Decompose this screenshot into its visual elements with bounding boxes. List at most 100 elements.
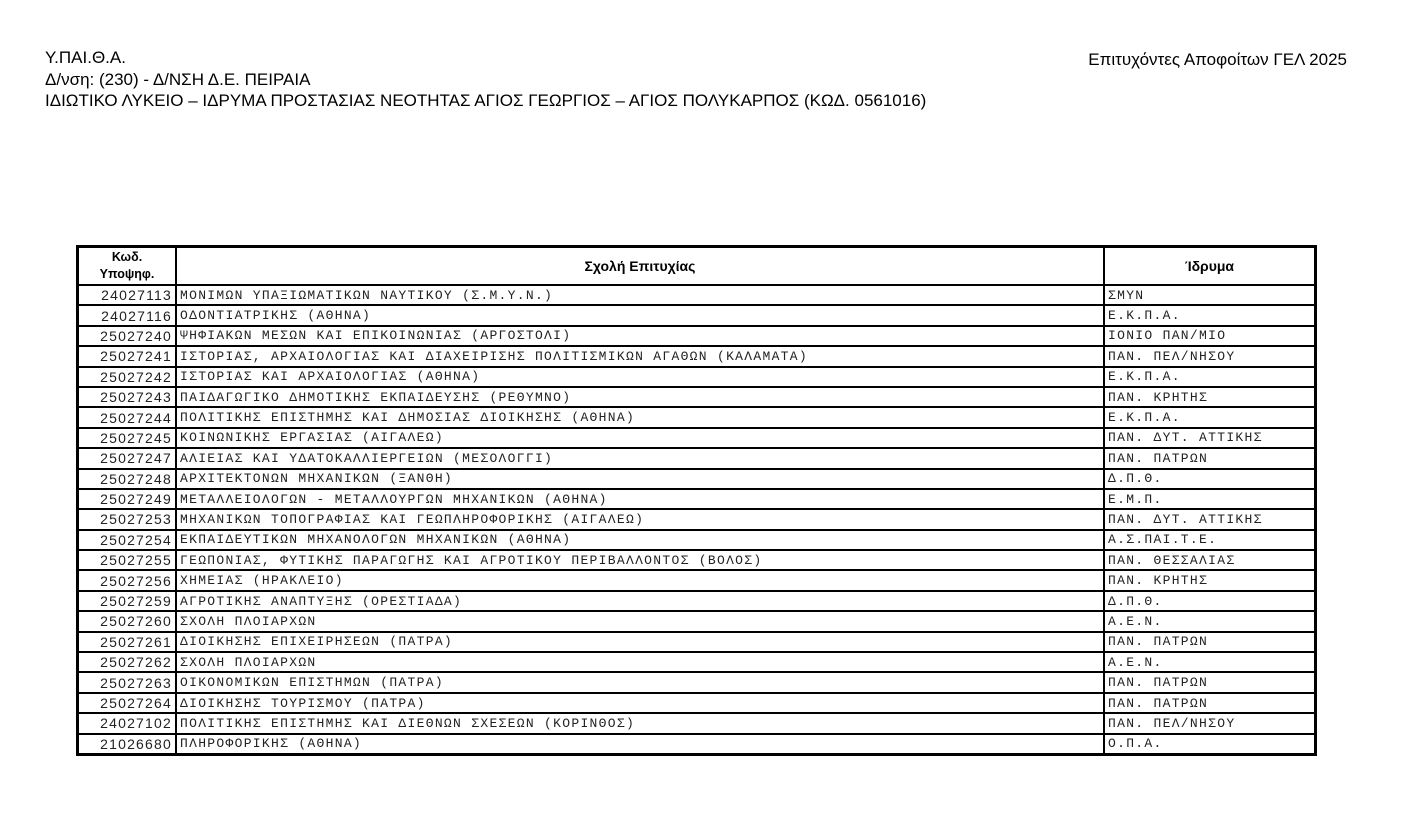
table-row: 25027248 ΑΡΧΙΤΕΚΤΟΝΩΝ ΜΗΧΑΝΙΚΩΝ (ΞΑΝΘΗ) Δ.… xyxy=(78,468,1315,489)
column-header-school: Σχολή Επιτυχίας xyxy=(176,247,1104,285)
cell-school: ΧΗΜΕΙΑΣ (ΗΡΑΚΛΕΙΟ) xyxy=(176,570,1104,591)
cell-school: ΙΣΤΟΡΙΑΣ, ΑΡΧΑΙΟΛΟΓΙΑΣ ΚΑΙ ΔΙΑΧΕΙΡΙΣΗΣ Π… xyxy=(176,346,1104,367)
cell-school: ΣΧΟΛΗ ΠΛΟΙΑΡΧΩΝ xyxy=(176,652,1104,673)
cell-code: 25027254 xyxy=(78,529,176,551)
school-name: ΙΔΙΩΤΙΚΟ ΛΥΚΕΙΟ – ΙΔΡΥΜΑ ΠΡΟΣΤΑΣΙΑΣ ΝΕΟΤ… xyxy=(45,91,927,110)
cell-school: ΑΛΙΕΙΑΣ ΚΑΙ ΥΔΑΤΟΚΑΛΛΙΕΡΓΕΙΩΝ (ΜΕΣΟΛΟΓΓΙ… xyxy=(176,448,1104,469)
cell-school: ΑΓΡΟΤΙΚΗΣ ΑΝΑΠΤΥΞΗΣ (ΟΡΕΣΤΙΑΔΑ) xyxy=(176,590,1104,612)
cell-school: ΠΟΛΙΤΙΚΗΣ ΕΠΙΣΤΗΜΗΣ ΚΑΙ ΔΙΕΘΝΩΝ ΣΧΕΣΕΩΝ … xyxy=(176,713,1104,734)
cell-school: ΙΣΤΟΡΙΑΣ ΚΑΙ ΑΡΧΑΙΟΛΟΓΙΑΣ (ΑΘΗΝΑ) xyxy=(176,366,1104,387)
cell-school: ΚΟΙΝΩΝΙΚΗΣ ΕΡΓΑΣΙΑΣ (ΑΙΓΑΛΕΩ) xyxy=(176,427,1104,449)
table-row: 21026680 ΠΛΗΡΟΦΟΡΙΚΗΣ (ΑΘΗΝΑ) Ο.Π.Α. xyxy=(78,733,1315,754)
cell-institution: Ο.Π.Α. xyxy=(1104,733,1315,754)
cell-institution: ΠΑΝ. ΠΑΤΡΩΝ xyxy=(1104,692,1315,714)
table-row: 25027249 ΜΕΤΑΛΛΕΙΟΛΟΓΩΝ - ΜΕΤΑΛΛΟΥΡΓΩΝ ΜΗ… xyxy=(78,488,1315,510)
cell-school: ΔΙΟΙΚΗΣΗΣ ΤΟΥΡΙΣΜΟΥ (ΠΑΤΡΑ) xyxy=(176,692,1104,714)
cell-code: 25027248 xyxy=(78,468,176,489)
cell-institution: Ε.Μ.Π. xyxy=(1104,488,1315,510)
table-row: 25027247 ΑΛΙΕΙΑΣ ΚΑΙ ΥΔΑΤΟΚΑΛΛΙΕΡΓΕΙΩΝ (Μ… xyxy=(78,448,1315,469)
table-row: 25027259 ΑΓΡΟΤΙΚΗΣ ΑΝΑΠΤΥΞΗΣ (ΟΡΕΣΤΙΑΔΑ) Δ… xyxy=(78,590,1315,612)
cell-school: ΟΙΚΟΝΟΜΙΚΩΝ ΕΠΙΣΤΗΜΩΝ (ΠΑΤΡΑ) xyxy=(176,672,1104,693)
table-row: 24027113 ΜΟΝΙΜΩΝ ΥΠΑΞΙΩΜΑΤΙΚΩΝ ΝΑΥΤΙΚΟΥ (… xyxy=(78,285,1315,306)
cell-code: 25027259 xyxy=(78,590,176,612)
cell-code: 25027255 xyxy=(78,550,176,571)
cell-institution: ΠΑΝ. ΠΑΤΡΩΝ xyxy=(1104,631,1315,653)
cell-code: 25027260 xyxy=(78,611,176,632)
cell-code: 25027247 xyxy=(78,448,176,469)
cell-code: 24027102 xyxy=(78,713,176,734)
cell-code: 25027240 xyxy=(78,325,176,347)
cell-institution: ΠΑΝ. ΚΡΗΤΗΣ xyxy=(1104,570,1315,591)
column-header-code-line2: Υποψηφ. xyxy=(99,267,155,281)
cell-school: ΟΔΟΝΤΙΑΤΡΙΚΗΣ (ΑΘΗΝΑ) xyxy=(176,305,1104,326)
column-header-code-line1: Κωδ. xyxy=(111,250,143,264)
column-header-code: Κωδ. Υποψηφ. xyxy=(78,247,176,285)
cell-institution: ΠΑΝ. ΠΕΛ/ΝΗΣΟΥ xyxy=(1104,346,1315,367)
document-header: Υ.ΠΑΙ.Θ.Α. Δ/νση: (230) - Δ/ΝΣΗ Δ.Ε. ΠΕΙ… xyxy=(45,47,926,112)
table-row: 25027242 ΙΣΤΟΡΙΑΣ ΚΑΙ ΑΡΧΑΙΟΛΟΓΙΑΣ (ΑΘΗΝΑ… xyxy=(78,366,1315,387)
table-body: 24027113 ΜΟΝΙΜΩΝ ΥΠΑΞΙΩΜΑΤΙΚΩΝ ΝΑΥΤΙΚΟΥ (… xyxy=(78,285,1315,754)
table-row: 25027264 ΔΙΟΙΚΗΣΗΣ ΤΟΥΡΙΣΜΟΥ (ΠΑΤΡΑ) ΠΑΝ. … xyxy=(78,692,1315,714)
cell-school: ΜΕΤΑΛΛΕΙΟΛΟΓΩΝ - ΜΕΤΑΛΛΟΥΡΓΩΝ ΜΗΧΑΝΙΚΩΝ … xyxy=(176,488,1104,510)
table-row: 24027116 ΟΔΟΝΤΙΑΤΡΙΚΗΣ (ΑΘΗΝΑ) Ε.Κ.Π.Α. xyxy=(78,305,1315,326)
table-row: 25027240 ΨΗΦΙΑΚΩΝ ΜΕΣΩΝ ΚΑΙ ΕΠΙΚΟΙΝΩΝΙΑΣ … xyxy=(78,325,1315,347)
cell-institution: ΣΜΥΝ xyxy=(1104,285,1315,306)
cell-code: 25027263 xyxy=(78,672,176,693)
directorate-name: Δ/νση: (230) - Δ/ΝΣΗ Δ.Ε. ΠΕΙΡΑΙΑ xyxy=(45,69,311,89)
cell-code: 25027244 xyxy=(78,407,176,428)
cell-school: ΣΧΟΛΗ ΠΛΟΙΑΡΧΩΝ xyxy=(176,611,1104,632)
cell-code: 25027243 xyxy=(78,386,176,408)
cell-school: ΨΗΦΙΑΚΩΝ ΜΕΣΩΝ ΚΑΙ ΕΠΙΚΟΙΝΩΝΙΑΣ (ΑΡΓΟΣΤΟ… xyxy=(176,325,1104,347)
cell-code: 25027242 xyxy=(78,366,176,387)
table-row: 25027255 ΓΕΩΠΟΝΙΑΣ, ΦΥΤΙΚΗΣ ΠΑΡΑΓΩΓΗΣ ΚΑΙ… xyxy=(78,550,1315,571)
cell-school: ΠΟΛΙΤΙΚΗΣ ΕΠΙΣΤΗΜΗΣ ΚΑΙ ΔΗΜΟΣΙΑΣ ΔΙΟΙΚΗΣ… xyxy=(176,407,1104,428)
cell-code: 21026680 xyxy=(78,733,176,754)
cell-code: 25027262 xyxy=(78,652,176,673)
cell-institution: ΠΑΝ. ΔΥΤ. ΑΤΤΙΚΗΣ xyxy=(1104,509,1315,530)
cell-school: ΔΙΟΙΚΗΣΗΣ ΕΠΙΧΕΙΡΗΣΕΩΝ (ΠΑΤΡΑ) xyxy=(176,631,1104,653)
cell-institution: ΠΑΝ. ΚΡΗΤΗΣ xyxy=(1104,386,1315,408)
cell-code: 25027261 xyxy=(78,631,176,653)
cell-institution: Δ.Π.Θ. xyxy=(1104,468,1315,489)
cell-institution: ΠΑΝ. ΠΕΛ/ΝΗΣΟΥ xyxy=(1104,713,1315,734)
table-row: 25027260 ΣΧΟΛΗ ΠΛΟΙΑΡΧΩΝ Α.Ε.Ν. xyxy=(78,611,1315,632)
cell-institution: Α.Ε.Ν. xyxy=(1104,611,1315,632)
table-row: 25027261 ΔΙΟΙΚΗΣΗΣ ΕΠΙΧΕΙΡΗΣΕΩΝ (ΠΑΤΡΑ) ΠΑ… xyxy=(78,631,1315,653)
results-table: Κωδ. Υποψηφ. Σχολή Επιτυχίας Ίδρυμα 2402… xyxy=(76,245,1317,756)
cell-school: ΓΕΩΠΟΝΙΑΣ, ΦΥΤΙΚΗΣ ΠΑΡΑΓΩΓΗΣ ΚΑΙ ΑΓΡΟΤΙΚ… xyxy=(176,550,1104,571)
column-header-institution: Ίδρυμα xyxy=(1104,247,1315,285)
cell-code: 25027256 xyxy=(78,570,176,591)
cell-institution: Ε.Κ.Π.Α. xyxy=(1104,305,1315,326)
table-row: 25027256 ΧΗΜΕΙΑΣ (ΗΡΑΚΛΕΙΟ) ΠΑΝ. ΚΡΗΤΗΣ xyxy=(78,570,1315,591)
cell-school: ΠΛΗΡΟΦΟΡΙΚΗΣ (ΑΘΗΝΑ) xyxy=(176,733,1104,754)
cell-institution: ΠΑΝ. ΘΕΣΣΑΛΙΑΣ xyxy=(1104,550,1315,571)
table-row: 25027262 ΣΧΟΛΗ ΠΛΟΙΑΡΧΩΝ Α.Ε.Ν. xyxy=(78,652,1315,673)
table-row: 24027102 ΠΟΛΙΤΙΚΗΣ ΕΠΙΣΤΗΜΗΣ ΚΑΙ ΔΙΕΘΝΩΝ … xyxy=(78,713,1315,734)
cell-institution: Α.Σ.ΠΑΙ.Τ.Ε. xyxy=(1104,529,1315,551)
cell-institution: Α.Ε.Ν. xyxy=(1104,652,1315,673)
cell-school: ΜΟΝΙΜΩΝ ΥΠΑΞΙΩΜΑΤΙΚΩΝ ΝΑΥΤΙΚΟΥ (Σ.Μ.Υ.Ν.… xyxy=(176,285,1104,306)
cell-institution: ΠΑΝ. ΠΑΤΡΩΝ xyxy=(1104,448,1315,469)
cell-code: 25027253 xyxy=(78,509,176,530)
table-row: 25027241 ΙΣΤΟΡΙΑΣ, ΑΡΧΑΙΟΛΟΓΙΑΣ ΚΑΙ ΔΙΑΧΕ… xyxy=(78,346,1315,367)
cell-school: ΕΚΠΑΙΔΕΥΤΙΚΩΝ ΜΗΧΑΝΟΛΟΓΩΝ ΜΗΧΑΝΙΚΩΝ (ΑΘΗ… xyxy=(176,529,1104,551)
table-row: 25027245 ΚΟΙΝΩΝΙΚΗΣ ΕΡΓΑΣΙΑΣ (ΑΙΓΑΛΕΩ) ΠΑΝ… xyxy=(78,427,1315,449)
ministry-name: Υ.ΠΑΙ.Θ.Α. xyxy=(45,48,126,67)
cell-institution: Ε.Κ.Π.Α. xyxy=(1104,407,1315,428)
table-row: 25027263 ΟΙΚΟΝΟΜΙΚΩΝ ΕΠΙΣΤΗΜΩΝ (ΠΑΤΡΑ) ΠΑΝ… xyxy=(78,672,1315,693)
cell-code: 25027249 xyxy=(78,488,176,510)
cell-institution: ΙΟΝΙΟ ΠΑΝ/ΜΙΟ xyxy=(1104,325,1315,347)
cell-school: ΜΗΧΑΝΙΚΩΝ ΤΟΠΟΓΡΑΦΙΑΣ ΚΑΙ ΓΕΩΠΛΗΡΟΦΟΡΙΚΗ… xyxy=(176,509,1104,530)
cell-code: 25027241 xyxy=(78,346,176,367)
cell-school: ΠΑΙΔΑΓΩΓΙΚΟ ΔΗΜΟΤΙΚΗΣ ΕΚΠΑΙΔΕΥΣΗΣ (ΡΕΘΥΜ… xyxy=(176,386,1104,408)
cell-institution: ΠΑΝ. ΔΥΤ. ΑΤΤΙΚΗΣ xyxy=(1104,427,1315,449)
document-title: Επιτυχόντες Αποφοίτων ΓΕΛ 2025 xyxy=(1088,50,1347,69)
cell-code: 24027116 xyxy=(78,305,176,326)
cell-code: 25027264 xyxy=(78,692,176,714)
cell-code: 24027113 xyxy=(78,285,176,306)
table-row: 25027243 ΠΑΙΔΑΓΩΓΙΚΟ ΔΗΜΟΤΙΚΗΣ ΕΚΠΑΙΔΕΥΣΗ… xyxy=(78,386,1315,408)
cell-institution: Δ.Π.Θ. xyxy=(1104,590,1315,612)
cell-institution: ΠΑΝ. ΠΑΤΡΩΝ xyxy=(1104,672,1315,693)
table-header-row: Κωδ. Υποψηφ. Σχολή Επιτυχίας Ίδρυμα xyxy=(78,247,1315,285)
cell-code: 25027245 xyxy=(78,427,176,449)
